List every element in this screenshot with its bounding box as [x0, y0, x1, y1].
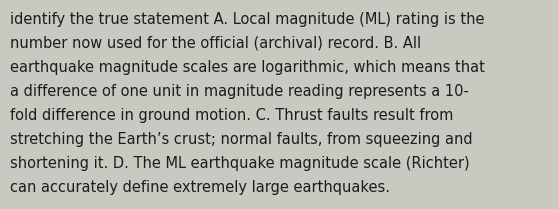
Text: fold difference in ground motion. C. Thrust faults result from: fold difference in ground motion. C. Thr…	[10, 108, 453, 123]
Text: shortening it. D. The ML earthquake magnitude scale (Richter): shortening it. D. The ML earthquake magn…	[10, 156, 470, 171]
Text: identify the true statement A. Local magnitude (ML) rating is the: identify the true statement A. Local mag…	[10, 12, 484, 27]
Text: can accurately define extremely large earthquakes.: can accurately define extremely large ea…	[10, 180, 390, 195]
Text: earthquake magnitude scales are logarithmic, which means that: earthquake magnitude scales are logarith…	[10, 60, 485, 75]
Text: number now used for the official (archival) record. B. All: number now used for the official (archiv…	[10, 36, 421, 51]
Text: a difference of one unit in magnitude reading represents a 10-: a difference of one unit in magnitude re…	[10, 84, 469, 99]
Text: stretching the Earth’s crust; normal faults, from squeezing and: stretching the Earth’s crust; normal fau…	[10, 132, 473, 147]
